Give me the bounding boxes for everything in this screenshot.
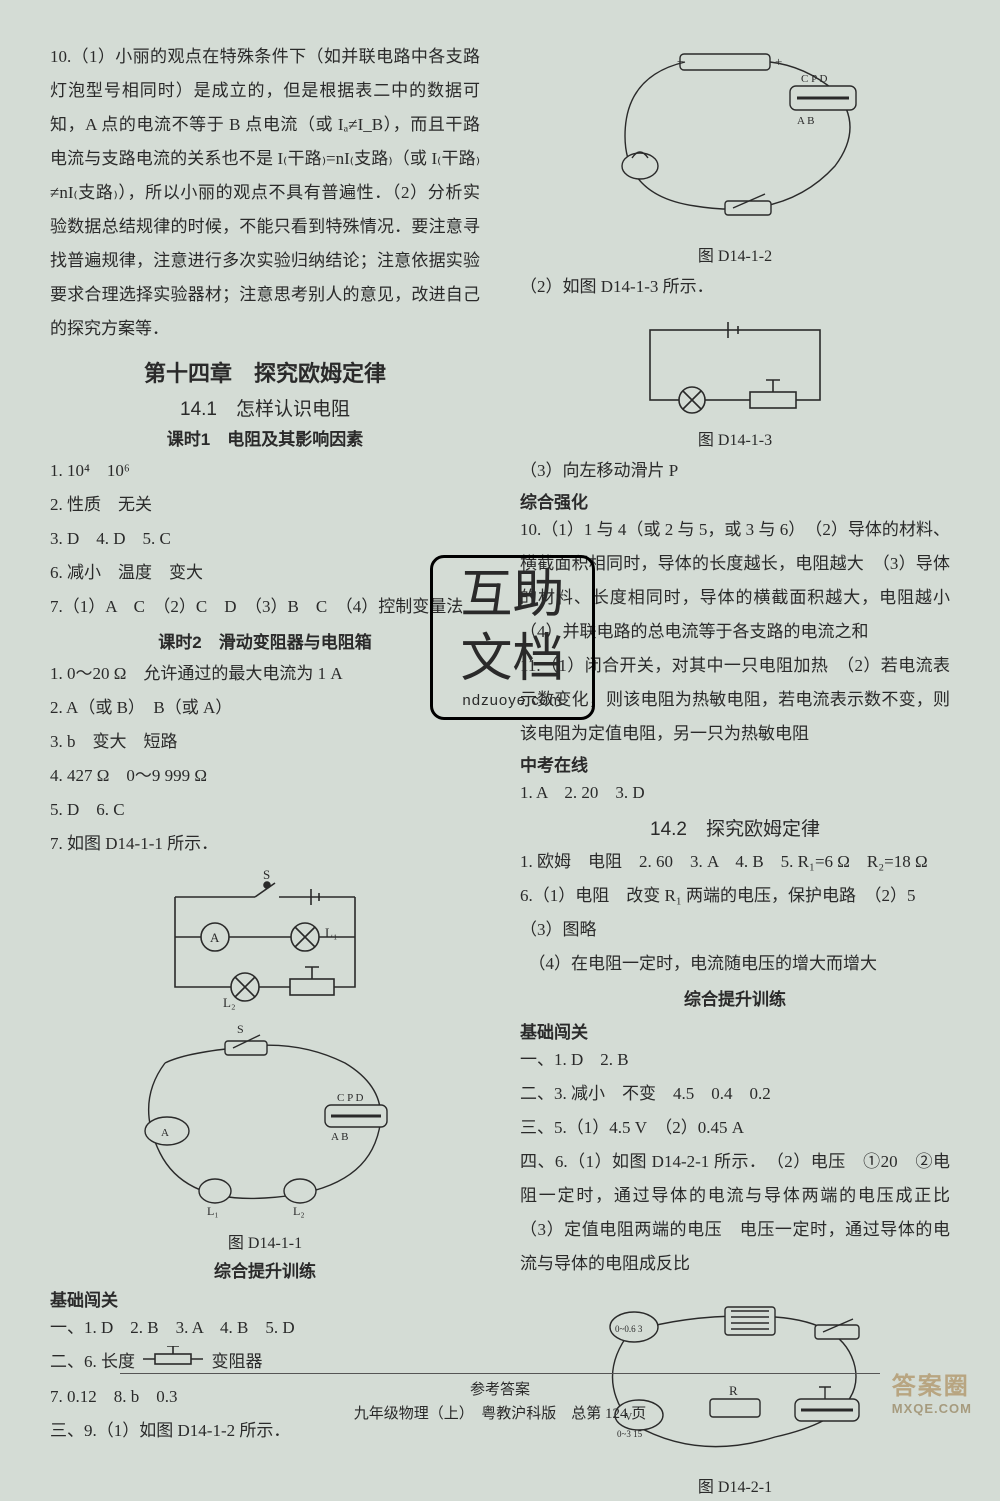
comp-title-right: 综合提升训练 — [520, 985, 950, 1010]
l1-a2: 2. 性质 无关 — [50, 488, 480, 522]
figure-d14-1-2: − + C P D A B — [585, 46, 885, 236]
watermark: 答案圈 MXQE.COM — [892, 1366, 972, 1416]
s142-l3: （4）在电阻一定时，电流随电压的增大而增大 — [520, 947, 950, 981]
figure-d14-1-1-realistic: S A C P D A B L₁ L₂ — [115, 1023, 415, 1223]
bl-l2-pre: 二、6. 长度 — [50, 1352, 135, 1371]
r-a3: （3）向左移动滑片 P — [520, 454, 950, 488]
lesson1-answers: 1. 10⁴ 10⁶ 2. 性质 无关 3. D 4. D 5. C 6. 减小… — [50, 454, 480, 624]
lesson2-answers: 1. 0～20 Ω 允许通过的最大电流为 1 A 2. A（或 B） B（或 A… — [50, 657, 480, 861]
watermark-sub: MXQE.COM — [892, 1401, 972, 1416]
svg-text:C P D: C P D — [801, 73, 828, 85]
left-column: 10.（1）小丽的观点在特殊条件下（如并联电路中各支路灯泡型号相同时）是成立的，… — [50, 40, 480, 1501]
basic-title-right: 基础闯关 — [520, 1018, 950, 1043]
basic-right: 一、1. D 2. B 二、3. 减小 不变 4.5 0.4 0.2 三、5.（… — [520, 1043, 950, 1281]
svg-text:L₁: L₁ — [207, 1204, 219, 1218]
lesson1-title: 课时1 电阻及其影响因素 — [50, 425, 480, 450]
figure-d14-1-1-schematic: S A L₁ L₂ — [135, 867, 395, 1017]
svg-text:S: S — [237, 1023, 244, 1036]
svg-text:−: − — [677, 54, 684, 69]
fig-d14-1-3-caption: 图 D14-1-3 — [520, 426, 950, 450]
r-a2: （2）如图 D14-1-3 所示． — [520, 270, 950, 304]
l2-a1: 1. 0～20 Ω 允许通过的最大电流为 1 A — [50, 657, 480, 691]
bl-l2-post: 变阻器 — [212, 1352, 263, 1371]
strong-title: 综合强化 — [520, 488, 950, 513]
svg-text:A B: A B — [797, 115, 814, 127]
l2-a7: 7. 如图 D14-1-1 所示． — [50, 827, 480, 861]
svg-text:0~0.6 3: 0~0.6 3 — [615, 1324, 643, 1334]
l2-a3: 3. b 变大 短路 — [50, 725, 480, 759]
figure-d14-1-3 — [620, 310, 850, 420]
chapter-title: 第十四章 探究欧姆定律 — [50, 356, 480, 388]
svg-text:A: A — [210, 930, 220, 945]
footer-l1: 参考答案 — [0, 1378, 1000, 1402]
section-14-1-title: 14.1 怎样认识电阻 — [50, 394, 480, 421]
section-14-2-title: 14.2 探究欧姆定律 — [520, 814, 950, 841]
r-q11: 11.（1）闭合开关，对其中一只电阻加热 （2）若电流表示数变化，则该电阻为热敏… — [520, 649, 950, 751]
br-l4: 四、6.（1）如图 D14-2-1 所示． （2）电压 ①20 ②电阻一定时，通… — [520, 1145, 950, 1281]
svg-text:L₂: L₂ — [293, 1204, 305, 1218]
page-footer: 参考答案 九年级物理（上） 粤教沪科版 总第 124 页 — [0, 1373, 1000, 1426]
svg-text:A B: A B — [331, 1131, 348, 1143]
fig-d14-1-2-caption: 图 D14-1-2 — [520, 242, 950, 266]
watermark-main: 答案圈 — [892, 1366, 972, 1401]
svg-text:L₁: L₁ — [325, 925, 337, 940]
l2-a4: 4. 427 Ω 0～9 999 Ω — [50, 759, 480, 793]
fig-d14-1-1-caption: 图 D14-1-1 — [50, 1229, 480, 1253]
r-q10: 10.（1）1 与 4（或 2 与 5，或 3 与 6） （2）导体的材料、横截… — [520, 513, 950, 649]
l1-a3: 3. D 4. D 5. C — [50, 522, 480, 556]
svg-text:C P D: C P D — [337, 1092, 364, 1104]
mid-ans: 1. A 2. 20 3. D — [520, 776, 950, 810]
br-l3: 三、5.（1）4.5 V （2）0.45 A — [520, 1111, 950, 1145]
q10-text: 10.（1）小丽的观点在特殊条件下（如并联电路中各支路灯泡型号相同时）是成立的，… — [50, 40, 480, 346]
lesson2-title: 课时2 滑动变阻器与电阻箱 — [50, 628, 480, 653]
fig-d14-2-1-caption: 图 D14-2-1 — [520, 1473, 950, 1497]
s142-l2: 6.（1）电阻 改变 R₁ 两端的电压，保护电路 （2）5 （3）图略 — [520, 879, 950, 947]
svg-text:A: A — [161, 1127, 169, 1139]
mid-line: 中考在线 — [520, 751, 950, 776]
br-l2: 二、3. 减小 不变 4.5 0.4 0.2 — [520, 1077, 950, 1111]
l2-a2: 2. A（或 B） B（或 A） — [50, 691, 480, 725]
footer-l2: 九年级物理（上） 粤教沪科版 总第 124 页 — [0, 1402, 1000, 1426]
svg-text:0~3 15: 0~3 15 — [617, 1429, 643, 1439]
l1-a1: 1. 10⁴ 10⁶ — [50, 454, 480, 488]
comp-title-left: 综合提升训练 — [50, 1257, 480, 1282]
svg-text:L₂: L₂ — [223, 995, 235, 1010]
svg-text:+: + — [775, 54, 782, 69]
right-column: − + C P D A B 图 D14-1-2 （2）如图 D14-1-3 所示… — [520, 40, 950, 1501]
l1-a6: 6. 减小 温度 变大 — [50, 556, 480, 590]
basic-title-left: 基础闯关 — [50, 1286, 480, 1311]
l2-a5: 5. D 6. C — [50, 793, 480, 827]
svg-text:S: S — [263, 867, 270, 882]
l1-a7: 7.（1）A C （2）C D （3）B C （4）控制变量法 — [50, 590, 480, 624]
s142-l1: 1. 欧姆 电阻 2. 60 3. A 4. B 5. R₁=6 Ω R₂=18… — [520, 845, 950, 879]
bl-l1: 一、1. D 2. B 3. A 4. B 5. D — [50, 1311, 480, 1345]
br-l1: 一、1. D 2. B — [520, 1043, 950, 1077]
